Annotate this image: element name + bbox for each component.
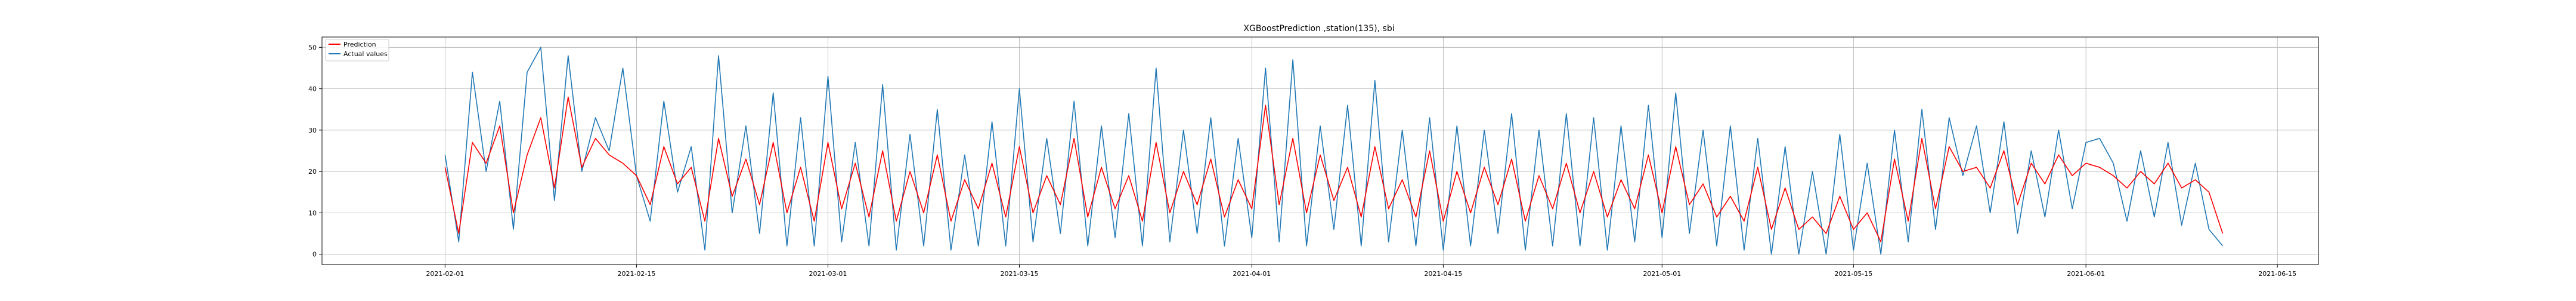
x-tick-label: 2021-02-15 [617, 270, 655, 278]
y-tick-label: 30 [308, 127, 317, 134]
series-layer [444, 47, 2224, 255]
series-line-prediction [444, 96, 2224, 242]
y-tick-label: 0 [312, 251, 317, 259]
x-tick-label: 2021-03-01 [809, 270, 847, 278]
chart-title: XGBoostPrediction ,station(135), sbi [1243, 24, 1394, 33]
x-tick-label: 2021-04-15 [1424, 270, 1462, 278]
x-tick-label: 2021-05-15 [1834, 270, 1872, 278]
legend-box [325, 39, 389, 62]
y-tick-label: 10 [308, 209, 317, 217]
plot-area-frame [321, 36, 2319, 265]
x-tick-label: 2021-06-01 [2067, 270, 2105, 278]
x-tick-label: 2021-04-01 [1233, 270, 1271, 278]
y-tick-label: 50 [308, 44, 317, 51]
x-axis: 2021-02-01 2021-02-15 2021-03-01 2021-03-15… [426, 265, 2296, 278]
series-line-actual [444, 47, 2224, 255]
legend: Prediction Actual values [325, 39, 389, 62]
y-tick-label: 40 [308, 85, 317, 93]
x-tick-label: 2021-06-15 [2258, 270, 2296, 278]
x-tick-label: 2021-05-01 [1643, 270, 1681, 278]
x-tick-label: 2021-03-15 [1001, 270, 1039, 278]
legend-label-prediction: Prediction [343, 41, 376, 48]
x-tick-label: 2021-02-01 [426, 270, 464, 278]
y-axis: 0 10 20 30 40 50 [308, 44, 322, 259]
legend-label-actual: Actual values [343, 50, 388, 58]
y-tick-label: 20 [308, 168, 317, 176]
